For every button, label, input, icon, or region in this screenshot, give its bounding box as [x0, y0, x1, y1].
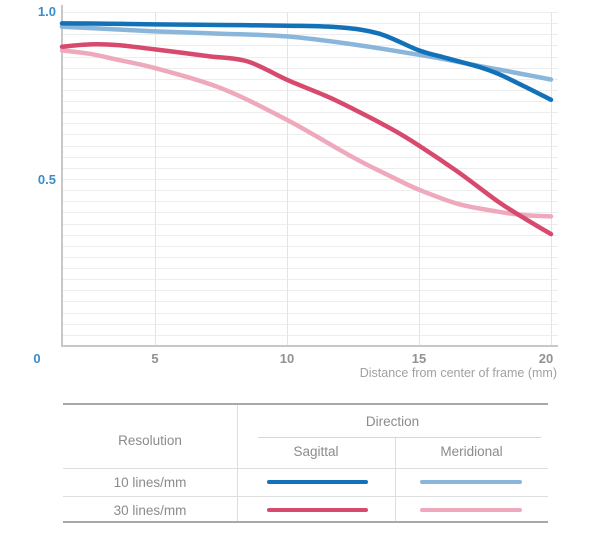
swatch-30-meridional — [420, 508, 522, 512]
x-tick-label-5: 5 — [151, 351, 159, 366]
horizontal-gridlines — [62, 12, 558, 336]
x-axis-title: Distance from center of frame (mm) — [359, 366, 557, 380]
y-tick-label-1.0: 1.0 — [37, 4, 56, 19]
meridional-header: Meridional — [440, 444, 503, 459]
table-col-divider-1 — [237, 405, 238, 521]
x-tick-label-15: 15 — [411, 351, 427, 366]
table-row-divider-2 — [63, 496, 548, 497]
direction-header: Direction — [365, 414, 420, 429]
table-bottom-border — [63, 521, 548, 523]
table-col-divider-2 — [395, 438, 396, 521]
table-row-divider-1 — [63, 468, 548, 469]
x-tick-label-20: 20 — [538, 351, 554, 366]
row-label-10-lines: 10 lines/mm — [113, 475, 187, 490]
series-line-30-lines-mm-sagittal — [59, 42, 554, 237]
resolution-header: Resolution — [118, 433, 182, 448]
series-line-10-lines-mm-sagittal — [59, 21, 554, 103]
mtf-chart: 1.0 0.5 0 5 10 15 20 Distance from cente… — [33, 4, 558, 380]
y-tick-label-0.5: 0.5 — [37, 172, 56, 187]
swatch-10-sagittal — [267, 480, 368, 484]
sagittal-header: Sagittal — [293, 444, 339, 459]
x-tick-label-10: 10 — [279, 351, 295, 366]
series-line-10-lines-mm-meridional — [59, 24, 554, 82]
table-top-border — [63, 403, 548, 405]
mtf-plot-canvas — [59, 5, 558, 347]
swatch-10-meridional — [420, 480, 522, 484]
series-line-30-lines-mm-meridional — [59, 48, 554, 219]
direction-underline — [258, 437, 541, 438]
y-tick-label-0: 0 — [33, 351, 41, 366]
row-label-30-lines: 30 lines/mm — [113, 503, 187, 518]
swatch-30-sagittal — [267, 508, 368, 512]
